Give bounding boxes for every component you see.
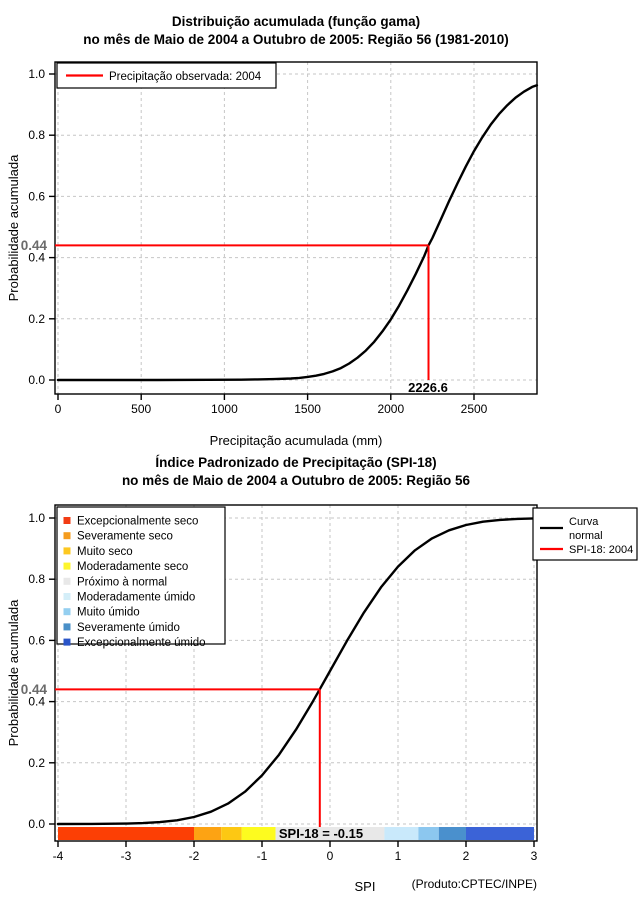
- gamma-observed-marker-lines: [55, 244, 430, 380]
- colorbar-segment: [275, 827, 385, 840]
- gamma-gridlines: [55, 62, 537, 394]
- y-tick-label: 1.0: [28, 511, 45, 525]
- gamma-marker-precip-label: 2226.6: [408, 380, 448, 395]
- chart2-title-line1: Índice Padronizado de Precipitação (SPI-…: [155, 455, 436, 470]
- x-tick-label: -1: [257, 849, 268, 863]
- x-tick-label: 1500: [294, 402, 321, 416]
- category-swatch: [63, 623, 71, 631]
- category-label: Severamente seco: [77, 531, 173, 543]
- colorbar-segment: [466, 827, 534, 840]
- normal-curve-label-line2: normal: [569, 530, 603, 542]
- spi-right-legend: Curva normal SPI-18: 2004: [532, 507, 638, 561]
- colorbar-segment: [221, 827, 242, 840]
- category-label: Moderadamente úmido: [77, 592, 195, 604]
- gamma-legend-label: Precipitação observada: 2004: [109, 71, 262, 83]
- y-tick-label: 0.8: [28, 572, 45, 586]
- x-tick-label: 3: [531, 849, 538, 863]
- colorbar-segment: [418, 827, 439, 840]
- chart2-title-line2: no mês de Maio de 2004 a Outubro de 2005…: [122, 473, 471, 488]
- chart1-title-line2: no mês de Maio de 2004 a Outubro de 2005…: [83, 32, 508, 47]
- spi-plot-frame: [54, 504, 538, 842]
- spi-x-axis-title: SPI: [355, 879, 376, 894]
- category-label: Moderadamente seco: [77, 561, 188, 573]
- spi-categories-legend-box: [56, 506, 226, 645]
- category-label: Muito úmido: [77, 607, 140, 619]
- spi-marker-lines: [55, 688, 321, 827]
- product-credit: (Produto:CPTEC/INPE): [412, 877, 537, 891]
- spi-value-label: SPI-18 = -0.15: [279, 826, 363, 841]
- x-tick-label: 2000: [377, 402, 404, 416]
- x-tick-label: -4: [53, 849, 64, 863]
- y-tick-label: 0.2: [28, 756, 45, 770]
- x-tick-label: -3: [121, 849, 132, 863]
- category-swatch: [63, 517, 71, 524]
- category-label: Severamente úmido: [77, 622, 180, 634]
- gamma-x-axis-title: Precipitação acumulada (mm): [210, 433, 383, 448]
- category-swatch: [63, 562, 71, 570]
- category-swatch: [63, 532, 71, 540]
- y-tick-label: 0.8: [28, 128, 45, 142]
- y-tick-label: 0.4: [28, 695, 45, 709]
- chart1-title-line1: Distribuição acumulada (função gama): [172, 14, 420, 29]
- gamma-plot-frame: [54, 61, 538, 395]
- x-tick-label: 2500: [461, 402, 488, 416]
- spi-right-legend-box: [532, 507, 638, 561]
- y-tick-label: 0.2: [28, 312, 45, 326]
- colorbar-segment: [241, 827, 276, 840]
- x-tick-label: 0: [327, 849, 334, 863]
- gamma-curve: [56, 84, 539, 382]
- x-tick-label: 500: [131, 402, 151, 416]
- colorbar-segment: [384, 827, 419, 840]
- spi-normal-curve: [56, 517, 536, 826]
- category-label: Muito seco: [77, 546, 133, 558]
- gamma-y-axis-title: Probabilidade acumulada: [6, 154, 21, 301]
- x-tick-label: 2: [463, 849, 470, 863]
- y-tick-label: 0.4: [28, 251, 45, 265]
- category-swatch: [63, 577, 71, 585]
- gamma-cdf-chart: Distribuição acumulada (função gama) no …: [6, 14, 539, 448]
- gamma-axes: 0 500 1000 1500 2000 2500 0.0 0.2 0.4 0.6 0.8 1.0: [28, 67, 487, 416]
- spi-y-axis-title: Probabilidade acumulada: [6, 599, 21, 746]
- y-tick-label: 0.6: [28, 633, 45, 647]
- y-tick-label: 1.0: [28, 67, 45, 81]
- spi-categories-legend: Excepcionalmente seco Severamente seco Mui…: [56, 506, 226, 649]
- x-tick-label: 1000: [211, 402, 238, 416]
- y-tick-label: 0.0: [28, 373, 45, 387]
- category-swatch: [63, 593, 71, 600]
- gamma-legend: Precipitação observada: 2004: [56, 62, 277, 89]
- spi-axes: -4 -3 -2 -1 0 1 2 3 0.0 0.2 0.4 0.6 0.8 1.0: [28, 511, 537, 863]
- category-swatch: [63, 638, 71, 646]
- spi-category-colorbar: [58, 827, 534, 840]
- colorbar-segment: [438, 827, 466, 840]
- colorbar-segment: [58, 827, 194, 840]
- normal-curve-label-line1: Curva: [569, 516, 599, 528]
- colorbar-segment: [194, 827, 222, 840]
- category-label: Próximo à normal: [77, 576, 167, 588]
- y-tick-label: 0.6: [28, 189, 45, 203]
- spi-marker-probability-label: 0.44: [21, 682, 48, 697]
- spi-2004-label: SPI-18: 2004: [569, 544, 633, 556]
- cdf-curve: [56, 517, 536, 826]
- x-tick-label: 0: [55, 402, 62, 416]
- category-label: Excepcionalmente seco: [77, 516, 198, 528]
- x-tick-label: -2: [189, 849, 200, 863]
- spi-chart: Índice Padronizado de Precipitação (SPI-…: [6, 455, 638, 894]
- cdf-curve: [56, 84, 539, 382]
- y-tick-label: 0.0: [28, 817, 45, 831]
- x-tick-label: 1: [395, 849, 402, 863]
- category-swatch: [63, 547, 71, 555]
- category-swatch: [63, 608, 71, 616]
- category-label: Excepcionalmente úmido: [77, 637, 206, 649]
- gamma-marker-probability-label: 0.44: [21, 238, 48, 253]
